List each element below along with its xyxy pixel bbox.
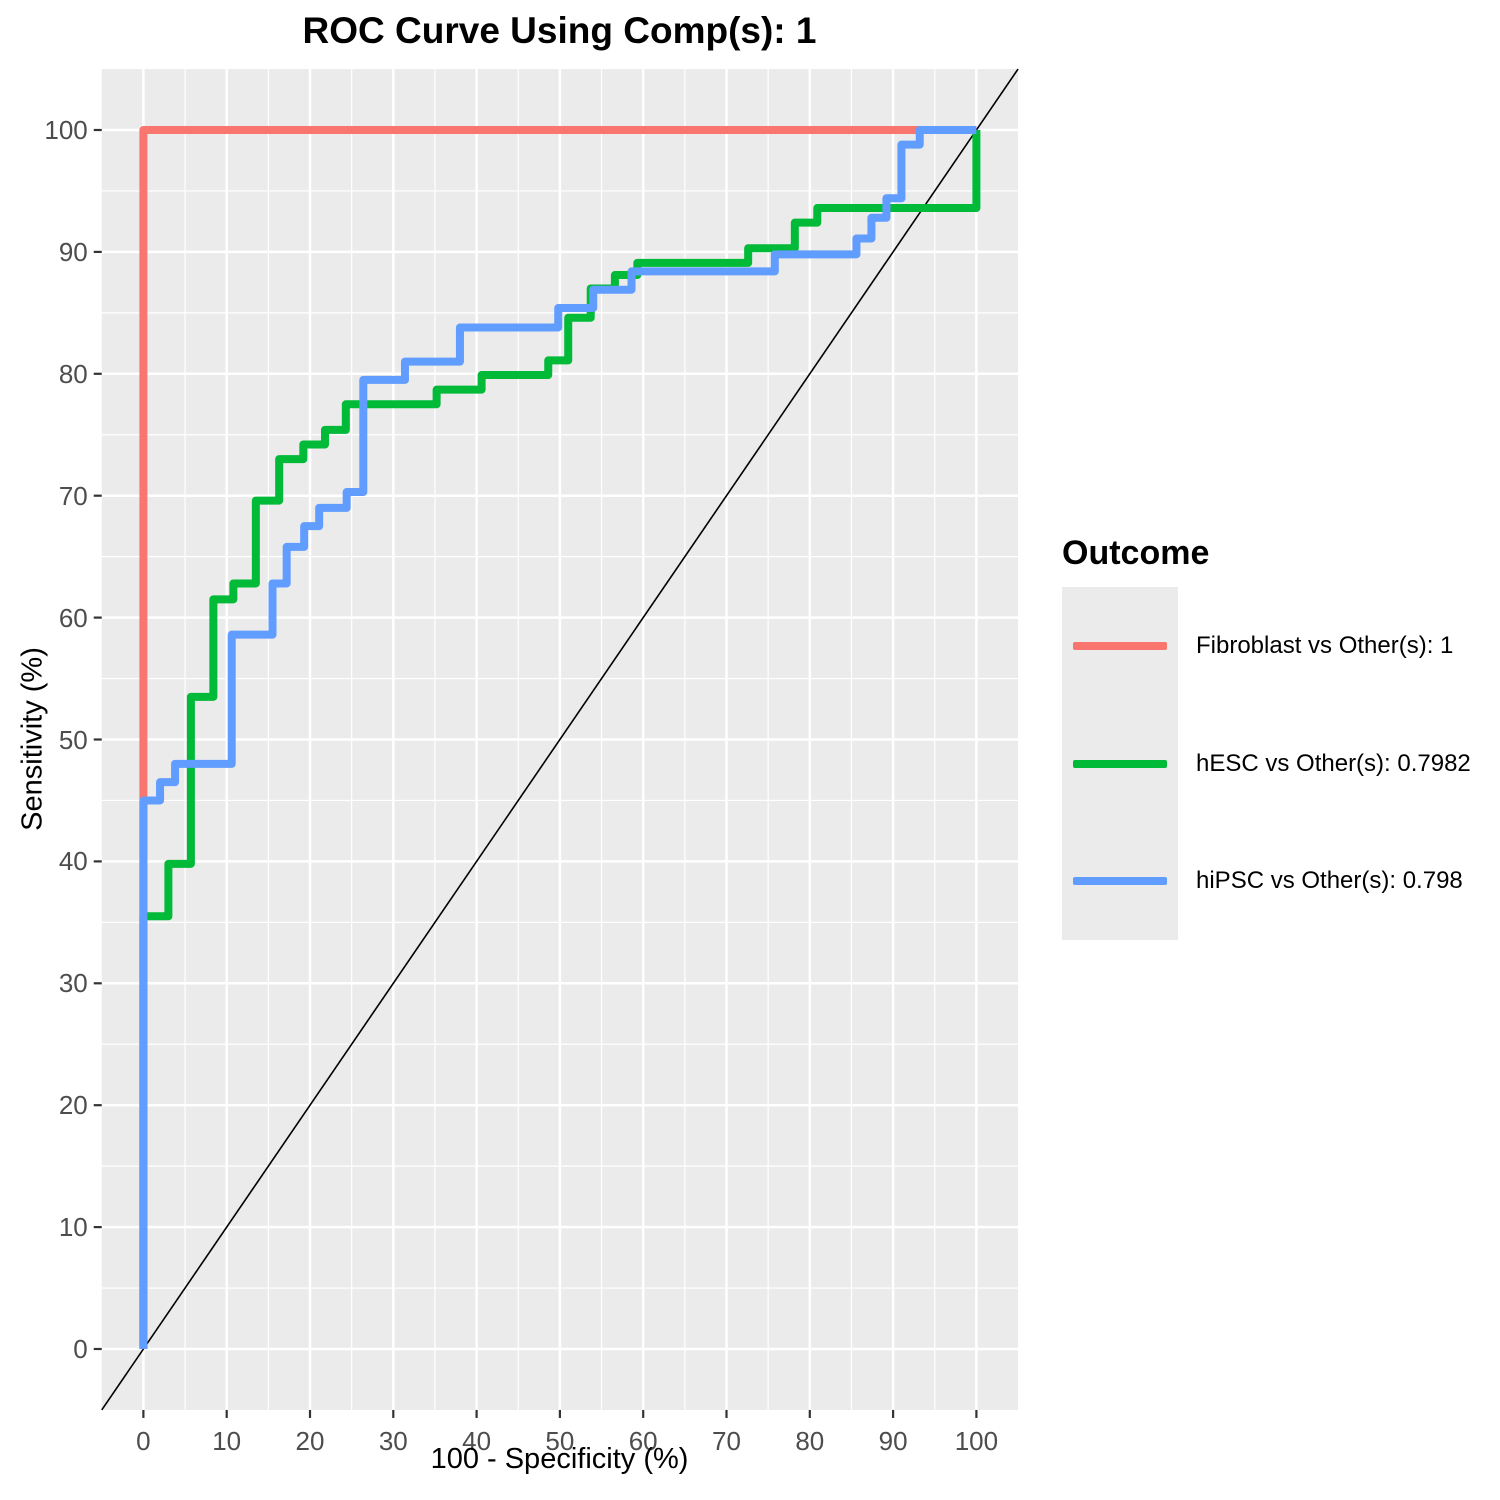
legend-entry: hiPSC vs Other(s): 0.798 bbox=[1062, 822, 1471, 941]
legend-key bbox=[1062, 822, 1178, 941]
x-tick-label: 20 bbox=[295, 1425, 325, 1456]
legend-entry-label: Fibroblast vs Other(s): 1 bbox=[1196, 631, 1454, 659]
x-tick-label: 90 bbox=[878, 1425, 908, 1456]
legend-entry-label: hESC vs Other(s): 0.7982 bbox=[1196, 749, 1471, 777]
y-tick-label: 50 bbox=[58, 724, 88, 755]
legend-key bbox=[1062, 587, 1178, 705]
x-axis-title: 100 - Specificity (%) bbox=[430, 1443, 689, 1475]
y-tick-label: 90 bbox=[58, 236, 88, 267]
legend-entry: Fibroblast vs Other(s): 1 bbox=[1062, 587, 1471, 705]
legend-key-line bbox=[1073, 641, 1167, 650]
plot-title: ROC Curve Using Comp(s): 1 bbox=[302, 10, 817, 51]
y-tick-label: 20 bbox=[58, 1090, 88, 1121]
x-tick-label: 70 bbox=[712, 1425, 741, 1456]
legend-entries: Fibroblast vs Other(s): 1 hESC vs Other(s… bbox=[1062, 587, 1471, 941]
legend: Outcome Fibroblast vs Other(s): 1 hESC vs… bbox=[1062, 534, 1471, 941]
y-tick-label: 80 bbox=[58, 358, 88, 389]
roc-curve-hESC bbox=[139, 130, 981, 1349]
x-tick-label: 60 bbox=[628, 1425, 658, 1456]
x-tick-label: 0 bbox=[136, 1425, 151, 1456]
x-tick-label: 100 bbox=[954, 1425, 999, 1456]
legend-title: Outcome bbox=[1062, 534, 1210, 572]
x-tick-label: 80 bbox=[795, 1425, 825, 1456]
legend-key bbox=[1062, 704, 1178, 823]
x-tick-label: 10 bbox=[212, 1425, 242, 1456]
legend-entry: hESC vs Other(s): 0.7982 bbox=[1062, 704, 1471, 823]
x-tick-label: 30 bbox=[378, 1425, 408, 1456]
y-tick-label: 40 bbox=[58, 846, 88, 877]
y-tick-label: 0 bbox=[73, 1334, 88, 1364]
diagonal-reference-line bbox=[101, 68, 1019, 1411]
y-tick-label: 30 bbox=[58, 968, 88, 999]
legend-key-line bbox=[1073, 877, 1167, 886]
y-tick-label: 70 bbox=[58, 480, 88, 511]
x-tick-label: 40 bbox=[462, 1425, 492, 1456]
legend-entry-label: hiPSC vs Other(s): 0.798 bbox=[1196, 867, 1463, 895]
legend-key-line bbox=[1073, 759, 1167, 768]
x-tick-label: 50 bbox=[545, 1425, 575, 1456]
y-axis-title: Sensitivity (%) bbox=[16, 647, 49, 831]
y-tick-label: 60 bbox=[58, 602, 88, 633]
roc-curve-hiPSC bbox=[139, 126, 977, 1349]
y-tick-label: 10 bbox=[58, 1212, 88, 1243]
y-tick-label: 100 bbox=[44, 115, 88, 145]
